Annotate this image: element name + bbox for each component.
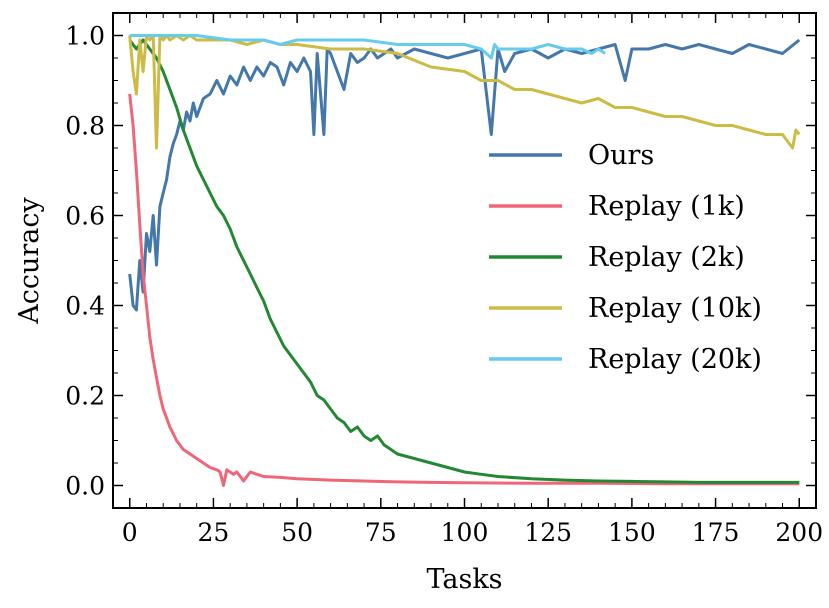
lines-layer [128,34,801,487]
legend-label-replay-10k: Replay (10k) [588,293,762,324]
legend-label-ours: Ours [588,140,654,171]
ticks-layer: 0 25 50 75 100 125 150 175 200 0.0 0.2 0.4 0.6 0.8 1.0 [65,12,823,547]
y-tick-label: 0.4 [65,292,105,321]
series-line-replay-20k [129,34,606,60]
y-tick-label: 0.8 [65,112,105,141]
series-line-replay-2k [128,38,800,484]
x-tick-label: 100 [441,518,489,547]
y-tick-label: 0.0 [65,472,105,501]
y-tick-label: 1.0 [65,22,105,51]
plot-frame [112,12,817,509]
x-tick-label: 200 [775,518,823,547]
x-axis-title: Tasks [426,564,502,595]
x-tick-label: 50 [281,518,313,547]
legend-label-replay-2k: Replay (2k) [588,242,745,273]
x-tick-label: 175 [692,518,740,547]
x-tick-label: 125 [524,518,572,547]
y-tick-label: 0.2 [65,382,105,411]
y-tick-label: 0.6 [65,202,105,231]
x-tick-label: 0 [122,518,138,547]
x-tick-label: 150 [608,518,656,547]
legend-label-replay-20k: Replay (20k) [588,344,762,375]
x-tick-label: 25 [198,518,230,547]
series-line-replay-10k [128,34,801,150]
legend-label-replay-1k: Replay (1k) [588,191,745,222]
series-line-replay-1k [128,93,800,487]
y-axis-title: Accuracy [14,197,45,325]
legend: Ours Replay (1k) Replay (2k) Replay (10k) Re… [489,140,762,375]
x-tick-label: 75 [365,518,397,547]
